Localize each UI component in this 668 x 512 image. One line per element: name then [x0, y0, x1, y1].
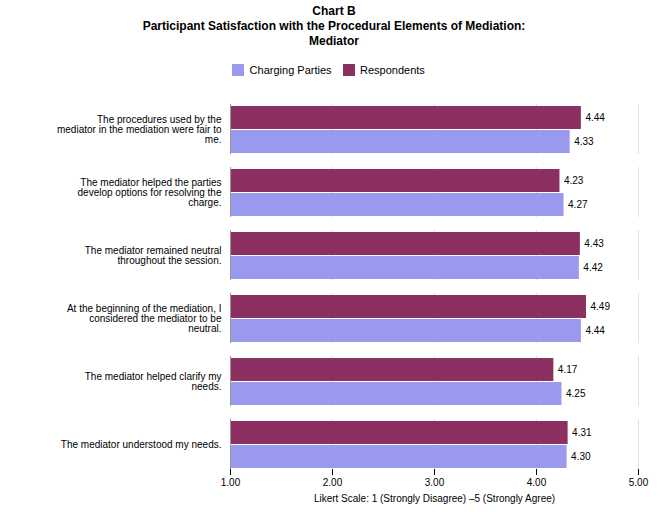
svg-text:5.00: 5.00	[629, 476, 649, 487]
html-text:Charging Parties: Charging Parties	[249, 63, 332, 76]
svg-text:4.33: 4.33	[574, 136, 594, 147]
svg-text:4.31: 4.31	[572, 427, 592, 438]
html-text:Respondents: Respondents	[360, 63, 425, 76]
svg-text:The mediator remained neutralt: The mediator remained neutralthroughout …	[85, 244, 222, 265]
svg-text:4.17: 4.17	[558, 364, 578, 375]
svg-text:The mediator understood my nee: The mediator understood my needs.	[61, 438, 222, 449]
svg-text:4.42: 4.42	[583, 262, 603, 273]
svg-text:4.25: 4.25	[566, 388, 586, 399]
html-text:Mediator: Mediator	[309, 34, 359, 48]
svg-text:4.49: 4.49	[590, 301, 610, 312]
html-text:Participant Satisfaction with: Participant Satisfaction with the Proced…	[142, 19, 526, 33]
svg-text:4.43: 4.43	[584, 238, 604, 249]
svg-text:4.44: 4.44	[585, 325, 605, 336]
svg-text:The mediator helped clarify my: The mediator helped clarify myneeds.	[85, 370, 222, 391]
svg-text:Likert Scale: 1 (Strongly Disa: Likert Scale: 1 (Strongly Disagree) –5 (…	[314, 492, 555, 503]
svg-text:4.44: 4.44	[585, 112, 605, 123]
svg-text:4.27: 4.27	[568, 199, 588, 210]
svg-text:1.00: 1.00	[221, 476, 241, 487]
html-text:Chart B: Chart B	[312, 4, 356, 18]
svg-text:The procedures used by themedi: The procedures used by themediator in th…	[57, 113, 222, 144]
svg-text:4.23: 4.23	[564, 175, 584, 186]
svg-text:4.00: 4.00	[527, 476, 547, 487]
svg-text:2.00: 2.00	[323, 476, 343, 487]
svg-text:4.30: 4.30	[571, 451, 591, 462]
svg-text:The mediator helped the partie: The mediator helped the partiesdevelop o…	[78, 176, 222, 207]
svg-text:3.00: 3.00	[425, 476, 445, 487]
svg-text:At the beginning of the mediat: At the beginning of the mediation, Icons…	[67, 302, 222, 333]
